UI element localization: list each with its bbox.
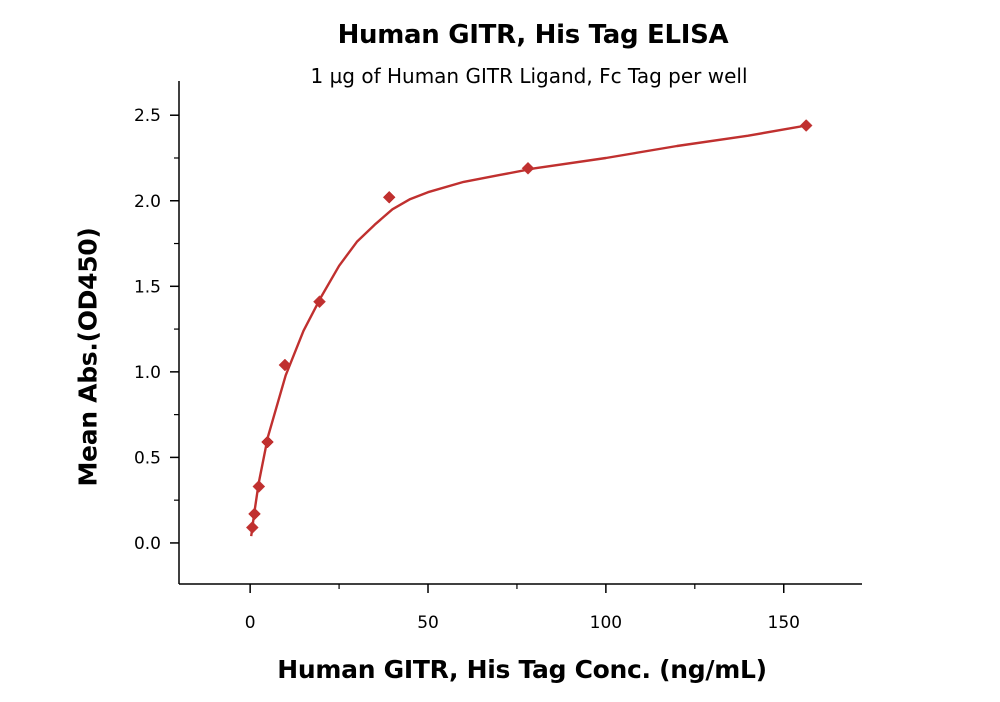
data-point bbox=[278, 358, 292, 372]
data-point bbox=[382, 190, 396, 204]
x-tick-label: 100 bbox=[590, 613, 622, 633]
chart-title: Human GITR, His Tag ELISA bbox=[337, 20, 729, 50]
x-tick-label: 50 bbox=[417, 613, 439, 633]
chart-subtitle: 1 µg of Human GITR Ligand, Fc Tag per we… bbox=[310, 64, 748, 88]
data-point bbox=[799, 119, 813, 132]
data-point bbox=[245, 521, 259, 534]
data-point bbox=[252, 480, 266, 493]
y-tick-label: 2.0 bbox=[134, 192, 161, 212]
fit-curve-layer bbox=[250, 124, 807, 537]
x-tick-label: 150 bbox=[768, 613, 800, 633]
data-point bbox=[313, 295, 326, 309]
y-axis-label: Mean Abs.(OD450) bbox=[73, 227, 103, 487]
y-tick-label: 1.5 bbox=[134, 277, 161, 297]
data-point bbox=[261, 435, 274, 449]
data-point bbox=[248, 507, 261, 521]
fit-curve bbox=[250, 124, 807, 537]
y-tick-label: 0.0 bbox=[134, 534, 161, 554]
data-points-layer bbox=[245, 119, 813, 534]
x-tick-label: 0 bbox=[245, 613, 256, 633]
y-tick-label: 0.5 bbox=[134, 448, 161, 468]
axes: 0.0 0.5 1.0 1.5 2.0 2.5 0 50 100 150 bbox=[134, 81, 862, 633]
y-tick-label: 1.0 bbox=[134, 363, 161, 383]
data-point bbox=[521, 161, 535, 175]
y-tick-label: 2.5 bbox=[134, 106, 161, 126]
x-axis-label: Human GITR, His Tag Conc. (ng/mL) bbox=[277, 655, 767, 684]
